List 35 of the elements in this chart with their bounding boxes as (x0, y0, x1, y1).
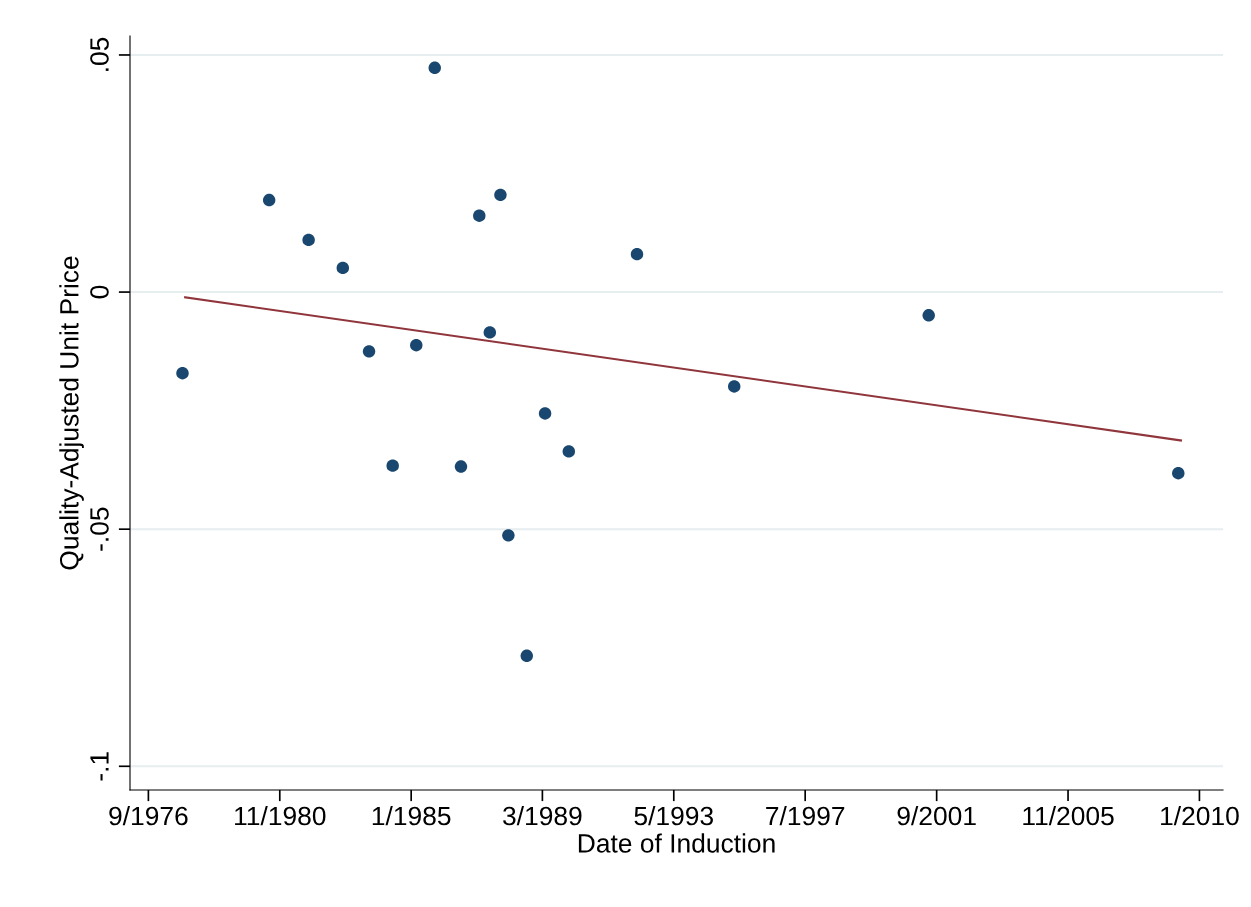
point (502, 529, 515, 542)
point (454, 460, 468, 473)
y-tick-label: .05 (90, 37, 109, 71)
x-axis-title: Date of Induction (578, 833, 775, 853)
point (302, 233, 315, 247)
x-tick-label: 11/2005 (1023, 805, 1114, 826)
point (428, 61, 441, 74)
x-tick-label: 1/1985 (372, 805, 451, 826)
x-tick-label: 7/1997 (766, 805, 845, 826)
x-tick-label: 5/1993 (634, 805, 713, 826)
point (176, 366, 189, 380)
x-tick-label: 3/1989 (503, 805, 582, 826)
point (483, 326, 497, 339)
point (520, 649, 533, 663)
point (538, 407, 552, 420)
point (262, 193, 276, 207)
point (494, 188, 507, 202)
y-tick-label: -.05 (90, 507, 109, 551)
point (630, 247, 644, 261)
x-tick-label: 1/2010 (1161, 805, 1239, 826)
point (362, 345, 376, 358)
point (1172, 467, 1185, 480)
point (336, 261, 350, 275)
point (562, 445, 576, 458)
x-tick-label: 11/1980 (235, 805, 326, 826)
x-tick-label: 9/2001 (897, 805, 976, 826)
point (386, 459, 399, 472)
y-tick-label: -.1 (90, 752, 109, 781)
point (410, 338, 423, 352)
point (473, 209, 486, 222)
y-axis-title: Quality-Adjusted Unit Price (59, 256, 84, 570)
point (922, 309, 935, 322)
y-tick-label: 0 (90, 285, 109, 299)
point (728, 380, 741, 393)
x-tick-label: 9/1976 (109, 805, 188, 826)
